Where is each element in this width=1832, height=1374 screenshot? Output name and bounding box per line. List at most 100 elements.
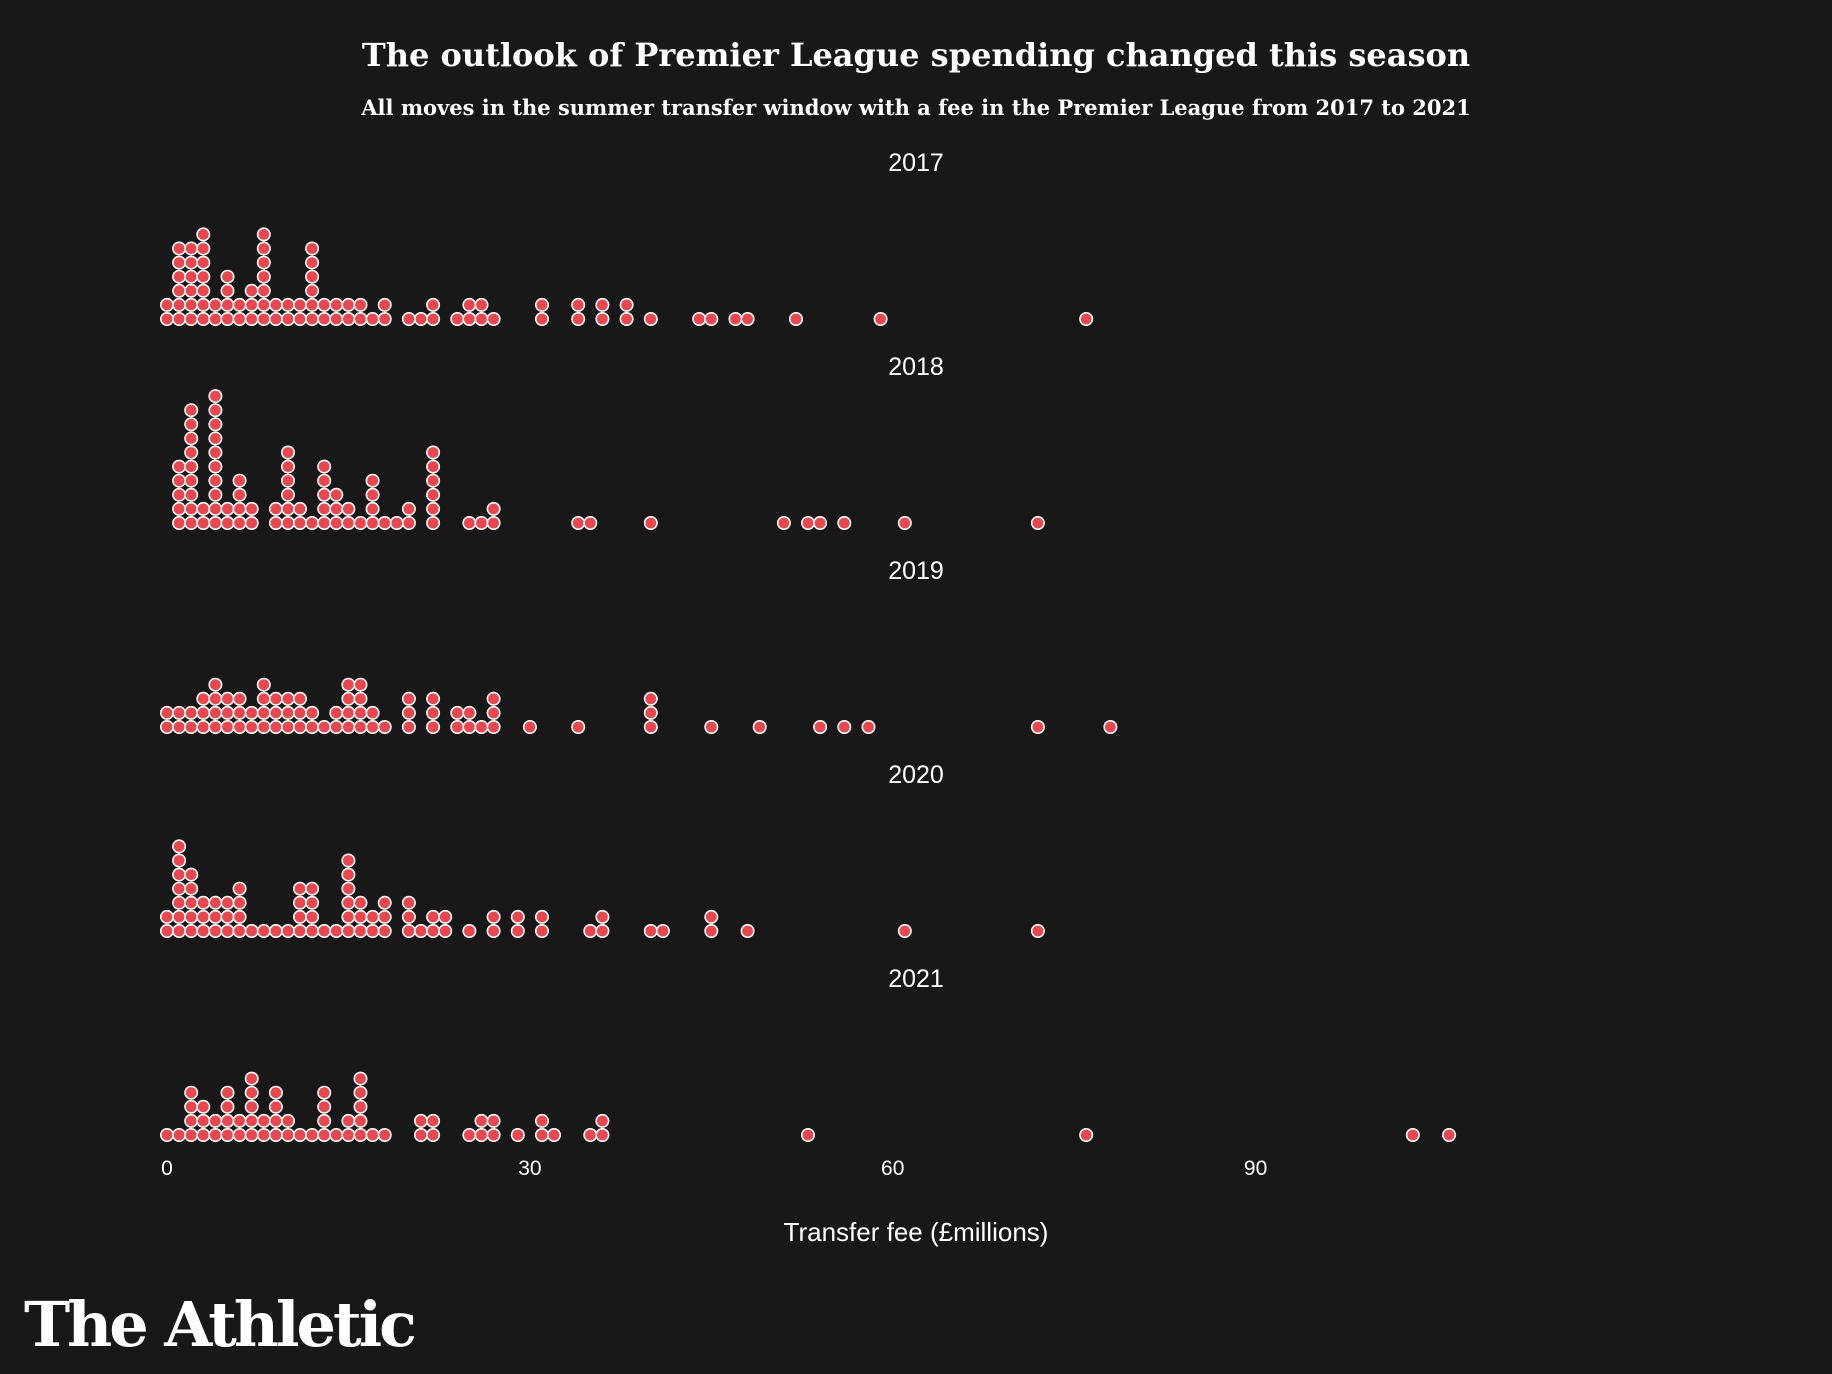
transfer-dot	[643, 705, 658, 720]
transfer-dot	[546, 1128, 561, 1143]
transfer-dot	[184, 501, 199, 516]
transfer-dot	[184, 255, 199, 270]
transfer-dot	[208, 459, 223, 474]
transfer-dot	[280, 487, 295, 502]
transfer-dot	[1442, 1128, 1457, 1143]
transfer-dot	[413, 1113, 428, 1128]
transfer-dot	[788, 311, 803, 326]
transfer-dot	[510, 1128, 525, 1143]
transfer-dot	[208, 445, 223, 460]
transfer-dot	[184, 1085, 199, 1100]
transfer-dot	[353, 677, 368, 692]
year-label-2019: 2019	[888, 557, 944, 585]
transfer-dot	[172, 853, 187, 868]
transfer-dot	[837, 719, 852, 734]
transfer-dot	[220, 515, 235, 530]
transfer-dot	[353, 909, 368, 924]
transfer-dot	[377, 719, 392, 734]
transfer-dot	[353, 311, 368, 326]
transfer-dot	[401, 895, 416, 910]
transfer-dot	[401, 705, 416, 720]
transfer-dot	[341, 1128, 356, 1143]
transfer-dot	[486, 691, 501, 706]
transfer-dot	[353, 1128, 368, 1143]
transfer-dot	[583, 923, 598, 938]
transfer-dot	[522, 719, 537, 734]
transfer-dot	[256, 297, 271, 312]
transfer-dot	[462, 1128, 477, 1143]
transfer-dot	[571, 297, 586, 312]
transfer-dot	[353, 691, 368, 706]
transfer-dot	[184, 1113, 199, 1128]
transfer-dot	[377, 311, 392, 326]
transfer-dot	[474, 719, 489, 734]
transfer-dot	[232, 719, 247, 734]
transfer-dot	[292, 881, 307, 896]
transfer-dot	[232, 297, 247, 312]
transfer-dot	[244, 297, 259, 312]
transfer-dot	[292, 311, 307, 326]
transfer-dot	[196, 501, 211, 516]
transfer-dot	[208, 1128, 223, 1143]
transfer-dot	[232, 895, 247, 910]
transfer-dot	[172, 895, 187, 910]
transfer-dot	[619, 311, 634, 326]
transfer-dot	[643, 691, 658, 706]
transfer-dot	[256, 923, 271, 938]
transfer-dot	[305, 255, 320, 270]
transfer-dot	[292, 501, 307, 516]
transfer-dot	[462, 297, 477, 312]
transfer-dot	[196, 241, 211, 256]
transfer-dot	[534, 311, 549, 326]
transfer-dot	[184, 923, 199, 938]
transfer-dot	[1079, 1128, 1094, 1143]
transfer-dot	[305, 515, 320, 530]
transfer-dot	[280, 473, 295, 488]
transfer-dot	[280, 1128, 295, 1143]
transfer-dot	[256, 691, 271, 706]
transfer-dot	[196, 297, 211, 312]
transfer-dot	[184, 895, 199, 910]
transfer-dot	[244, 283, 259, 298]
transfer-dot	[196, 895, 211, 910]
transfer-dot	[208, 677, 223, 692]
transfer-dot	[256, 677, 271, 692]
transfer-dot	[486, 923, 501, 938]
transfer-dot	[268, 1085, 283, 1100]
transfer-dot	[353, 297, 368, 312]
transfer-dot	[184, 241, 199, 256]
transfer-dot	[353, 895, 368, 910]
transfer-dot	[196, 1099, 211, 1114]
transfer-dot	[196, 691, 211, 706]
transfer-dot	[172, 719, 187, 734]
transfer-dot	[426, 1128, 441, 1143]
transfer-dot	[861, 719, 876, 734]
transfer-dot	[595, 923, 610, 938]
transfer-dot	[184, 473, 199, 488]
transfer-dot	[377, 1128, 392, 1143]
transfer-dot	[474, 515, 489, 530]
transfer-dot	[1030, 515, 1045, 530]
transfer-dot	[377, 515, 392, 530]
transfer-dot	[389, 515, 404, 530]
transfer-dot	[329, 297, 344, 312]
transfer-dot	[800, 1128, 815, 1143]
transfer-dot	[341, 895, 356, 910]
transfer-dot	[256, 269, 271, 284]
transfer-dot	[317, 1113, 332, 1128]
transfer-dot	[462, 515, 477, 530]
transfer-dot	[232, 705, 247, 720]
transfer-dot	[268, 705, 283, 720]
transfer-dot	[172, 241, 187, 256]
transfer-dot	[426, 923, 441, 938]
transfer-dot	[329, 515, 344, 530]
transfer-dot	[244, 923, 259, 938]
transfer-dot	[208, 909, 223, 924]
transfer-dot	[280, 691, 295, 706]
transfer-dot	[426, 501, 441, 516]
transfer-dot	[305, 311, 320, 326]
transfer-dot	[486, 311, 501, 326]
transfer-dot	[341, 867, 356, 882]
transfer-dot	[196, 923, 211, 938]
transfer-dot	[317, 515, 332, 530]
